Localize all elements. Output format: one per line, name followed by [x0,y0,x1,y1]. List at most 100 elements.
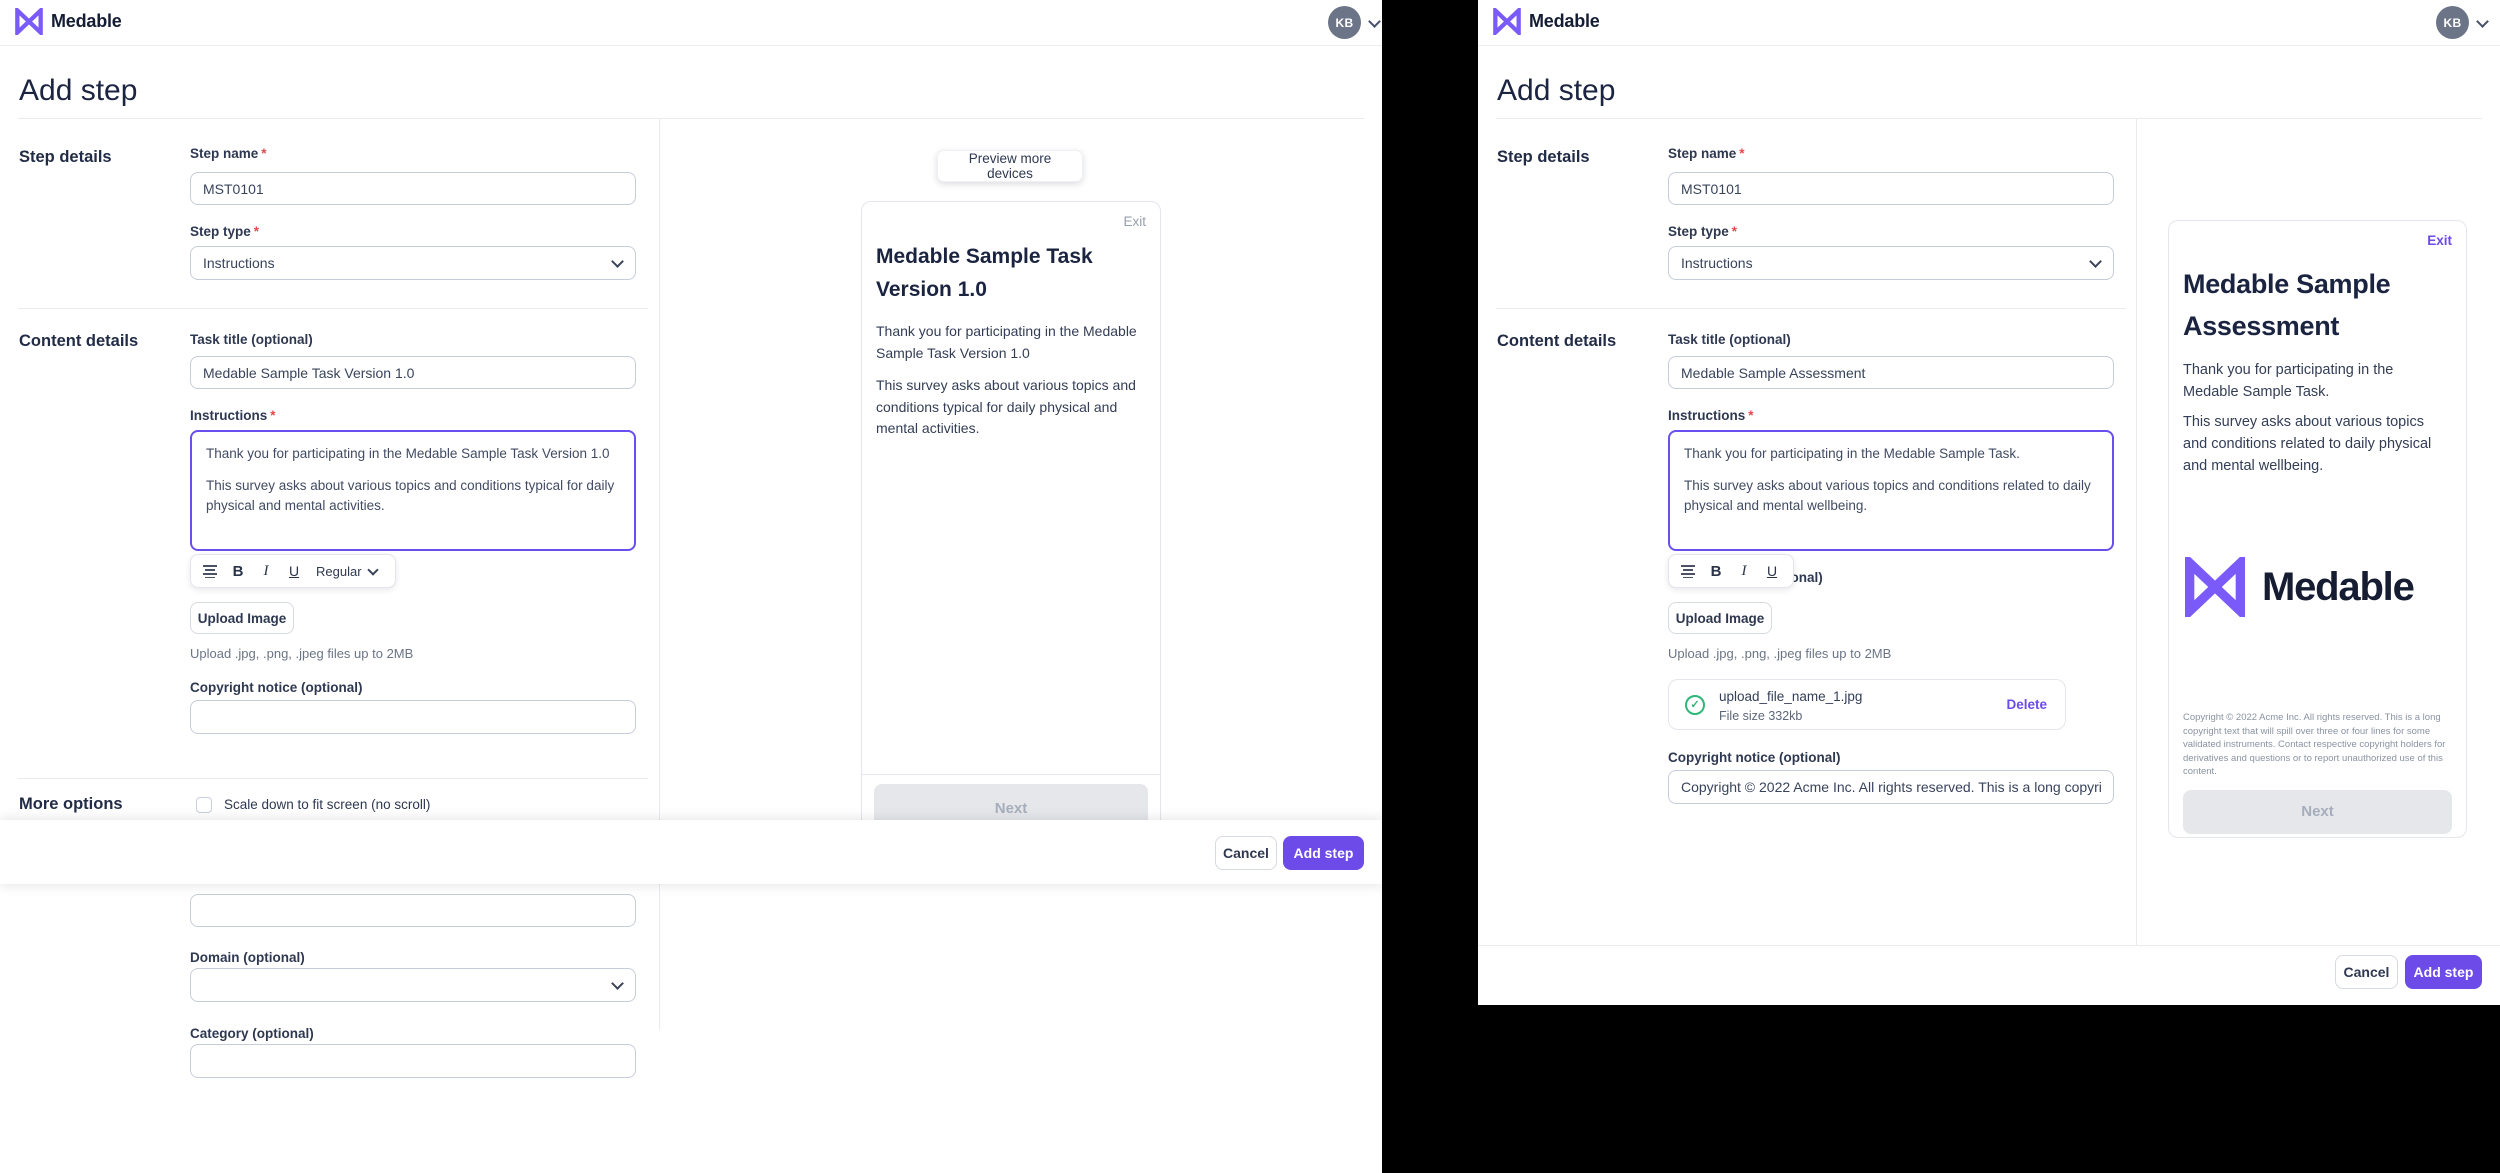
medable-logo: Medable [1492,8,1600,35]
text-format-toolbar: B I U [1668,554,1794,588]
step-type-label: Step type * [190,224,260,239]
task-title-input[interactable] [190,356,636,389]
section-heading-content-details: Content details [1497,332,1617,350]
section-heading-step-details: Step details [19,148,112,166]
instructions-text: This survey asks about various topics an… [206,478,615,513]
scale-down-checkbox[interactable] [196,797,212,813]
cancel-button[interactable]: Cancel [1215,836,1277,870]
step-type-select[interactable]: Instructions [190,246,636,280]
check-circle-icon: ✓ [1685,694,1705,715]
underline-icon[interactable]: U [288,563,300,579]
italic-icon[interactable]: I [263,562,269,579]
add-step-button[interactable]: Add step [2405,955,2482,989]
cancel-button[interactable]: Cancel [2335,955,2398,989]
task-title-label: Task title (optional) [190,332,313,347]
domain-label: Domain (optional) [190,950,305,965]
preview-paragraph: Thank you for participating in the Medab… [876,323,1137,361]
preview-paragraph: This survey asks about various topics an… [2183,414,2432,474]
copyright-input[interactable] [190,700,636,734]
device-preview-card: Exit Medable Sample Assessment Thank you… [2168,220,2467,838]
underline-icon[interactable]: U [1766,563,1778,579]
step-type-select[interactable]: Instructions [1668,246,2114,280]
brand-name: Medable [1529,11,1600,31]
preview-exit-link[interactable]: Exit [1123,214,1146,229]
step-name-input[interactable] [190,172,636,205]
instructions-text: Thank you for participating in the Medab… [206,446,610,461]
required-asterisk: * [270,408,276,423]
section-heading-content-details: Content details [19,332,139,350]
title-divider [18,118,1364,119]
copyright-label: Copyright notice (optional) [190,680,363,695]
required-asterisk: * [253,224,260,239]
uploaded-file-row: ✓ upload_file_name_1.jpg File size 332kb… [1668,679,2066,730]
panel-divider [2136,118,2137,945]
preview-more-devices-button[interactable]: Preview more devices [937,150,1083,182]
preview-copyright-text: Copyright © 2022 Acme Inc. All rights re… [2183,712,2446,777]
chevron-down-icon [611,977,624,990]
align-icon[interactable] [1676,559,1700,583]
device-preview-card: Exit Medable Sample Task Version 1.0 Tha… [861,201,1161,832]
preview-logo-text: Medable [2262,564,2415,609]
app-header: Medable KB [1478,0,2500,46]
chevron-down-icon [611,255,624,268]
page-title: Add step [1497,74,1616,107]
brand-name: Medable [51,11,122,31]
text-format-toolbar: B I U Regular [190,554,396,588]
text-style-dropdown[interactable]: Regular [310,564,381,579]
required-asterisk: * [1748,408,1754,423]
preview-title: Medable Sample Assessment [2183,269,2391,341]
copyright-label: Copyright notice (optional) [1668,750,1841,765]
instructions-label: Instructions * [1668,408,1754,423]
upload-image-button[interactable]: Upload Image [190,602,294,634]
upload-image-button[interactable]: Upload Image [1668,602,1772,634]
step-type-value: Instructions [203,255,275,271]
user-menu[interactable]: KB [1328,6,1381,39]
avatar[interactable]: KB [1328,6,1361,39]
medable-logo-icon [2185,557,2245,617]
preview-next-button[interactable]: Next [2183,789,2452,834]
chevron-down-icon [366,563,379,576]
bold-icon[interactable]: B [1710,562,1722,580]
step-name-input[interactable] [1668,172,2114,205]
step-type-label: Step type * [1668,224,1738,239]
user-menu[interactable]: KB [2436,6,2489,39]
instructions-textarea[interactable]: Thank you for participating in the Medab… [190,430,636,551]
preview-paragraph: Thank you for participating in the Medab… [2183,362,2394,400]
category-input[interactable] [190,1044,636,1078]
delete-file-link[interactable]: Delete [2006,696,2047,712]
panel-divider [659,118,660,820]
medable-logo: Medable [14,8,122,35]
task-title-input[interactable] [1668,356,2114,389]
preview-exit-link[interactable]: Exit [2427,233,2452,248]
task-title-label: Task title (optional) [1668,332,1791,347]
preview-medable-logo: Medable [2183,557,2452,617]
step-name-label: Step name * [190,146,267,161]
section-divider [18,308,648,309]
panel-divider [659,884,660,1030]
instructions-text: Thank you for participating in the Medab… [1684,446,2020,461]
chevron-down-icon [1368,14,1381,28]
add-step-window-left: Medable KB Add step Step details Step na… [0,0,1382,1173]
text-style-value: Regular [316,563,362,579]
preview-paragraph: This survey asks about various topics an… [876,377,1136,436]
section-divider [1496,308,2126,309]
page-title: Add step [19,74,138,107]
scale-down-checkbox-label: Scale down to fit screen (no scroll) [224,797,431,812]
avatar[interactable]: KB [2436,6,2469,39]
category-label: Category (optional) [190,1026,314,1041]
step-name-label: Step name * [1668,146,1745,161]
chevron-down-icon [2476,14,2489,28]
instructions-textarea[interactable]: Thank you for participating in the Medab… [1668,430,2114,551]
unlabeled-input[interactable] [190,894,636,927]
bold-icon[interactable]: B [232,562,244,580]
required-asterisk: * [1731,224,1738,239]
uploaded-file-name: upload_file_name_1.jpg [1719,689,1863,704]
upload-hint: Upload .jpg, .png, .jpeg files up to 2MB [190,646,414,661]
add-step-button[interactable]: Add step [1283,836,1364,870]
action-bar [0,820,1382,884]
instructions-label: Instructions * [190,408,276,423]
italic-icon[interactable]: I [1741,562,1747,579]
domain-select[interactable] [190,968,636,1002]
copyright-input[interactable] [1668,770,2114,804]
align-icon[interactable] [198,559,222,583]
